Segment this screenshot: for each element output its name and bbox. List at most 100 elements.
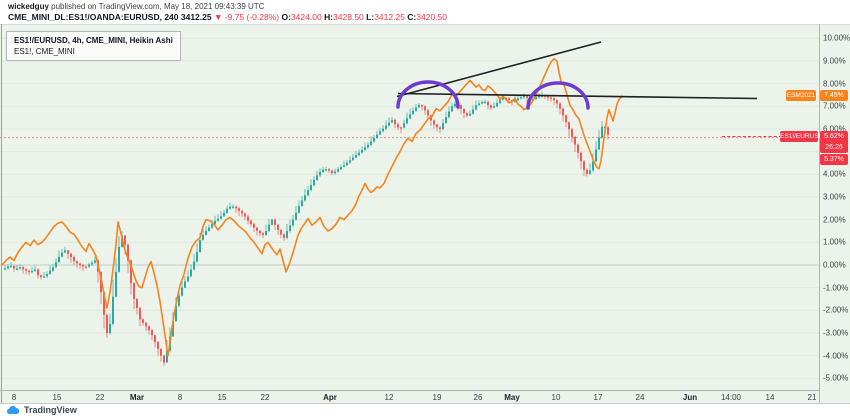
candle-body <box>424 106 426 111</box>
time-tick-Apr: Apr <box>323 393 337 402</box>
candle-body <box>13 265 15 269</box>
candle-body <box>499 99 501 103</box>
time-tick-24: 24 <box>635 393 645 402</box>
price-tick--1.00%: -1.00% <box>823 283 849 293</box>
compare-symbol-label[interactable]: ESM2021 <box>786 90 816 101</box>
candle-body <box>142 319 144 323</box>
candle-body <box>304 195 306 201</box>
candle-body <box>547 96 549 98</box>
candle-body <box>553 98 555 101</box>
legend-compare-series[interactable]: ES1!, CME_MINI <box>14 47 75 56</box>
candle-body <box>283 234 285 238</box>
candle-body <box>220 216 222 219</box>
candle-body <box>115 271 117 297</box>
candle-body <box>190 269 192 277</box>
candle-body <box>301 200 303 207</box>
candle-body <box>76 261 78 264</box>
candle-body <box>487 101 489 106</box>
candle-body <box>559 103 561 109</box>
price-tick-2.00%: 2.00% <box>823 215 846 225</box>
price-tick-9.00%: 9.00% <box>823 56 846 66</box>
candle-body <box>514 100 516 102</box>
main-symbol-label[interactable]: ES1!/EURUSD <box>780 131 824 142</box>
candle-body <box>298 206 300 213</box>
footer-bar: TradingView <box>0 404 850 418</box>
time-axis-separator <box>0 390 820 391</box>
price-tick-6.00%: 6.00% <box>823 124 846 134</box>
candle-body <box>52 267 54 271</box>
plot-svg[interactable] <box>0 24 820 390</box>
candle-body <box>316 175 318 181</box>
tradingview-logo[interactable]: TradingView <box>6 405 77 415</box>
candle-body <box>256 227 258 231</box>
candle-body <box>217 218 219 221</box>
candle-body <box>583 161 585 170</box>
main-value: 5.62% <box>824 133 844 140</box>
price-tick--5.00%: -5.00% <box>823 373 849 383</box>
chart-area[interactable]: ES1!/EURUSD, 4h, CME_MINI, Heikin Ashi E… <box>0 24 850 404</box>
candle-body <box>265 231 267 235</box>
candle-body <box>535 97 537 99</box>
candle-body <box>7 266 9 269</box>
time-tick-14:00: 14:00 <box>720 393 742 402</box>
legend-main-series[interactable]: ES1!/EURUSD, 4h, CME_MINI, Heikin Ashi <box>14 36 173 45</box>
candle-body <box>238 208 240 211</box>
candle-body <box>295 212 297 220</box>
candle-body <box>280 229 282 235</box>
candle-body <box>526 96 528 98</box>
candle-body <box>241 210 243 214</box>
candle-body <box>523 96 525 98</box>
candle-body <box>286 231 288 238</box>
candle-body <box>46 274 48 277</box>
chart-left-border <box>1 24 2 404</box>
time-tick-21: 21 <box>807 393 817 402</box>
candle-body <box>133 283 135 299</box>
candle-body <box>88 264 90 267</box>
candle-body <box>103 292 105 315</box>
candle-body <box>151 330 153 336</box>
candle-body <box>253 224 255 228</box>
candle-body <box>4 268 6 270</box>
candle-body <box>358 152 360 156</box>
candle-body <box>184 281 186 288</box>
time-tick-15: 15 <box>52 393 62 402</box>
time-tick-22: 22 <box>260 393 270 402</box>
candle-body <box>259 230 261 234</box>
candle-body <box>580 152 582 162</box>
candle-body <box>376 134 378 139</box>
candle-body <box>22 267 24 270</box>
high-value: 3428.50 <box>333 12 364 22</box>
candle-body <box>571 129 573 137</box>
tradingview-cloud-icon <box>7 406 20 414</box>
candle-body <box>538 95 540 98</box>
candle-body <box>196 251 198 262</box>
real-price-value-label: 5.37% <box>820 154 848 165</box>
candle-body <box>130 260 132 284</box>
candle-body <box>433 120 435 125</box>
candle-body <box>550 97 552 99</box>
candle-body <box>49 270 51 275</box>
candle-body <box>502 97 504 100</box>
candle-body <box>442 123 444 130</box>
time-tick-May: May <box>504 393 520 402</box>
candle-body <box>517 98 519 101</box>
candle-body <box>361 149 363 153</box>
close-value: 3420.50 <box>416 12 448 22</box>
candle-body <box>289 225 291 232</box>
candle-body <box>589 170 591 175</box>
legend-box[interactable]: ES1!/EURUSD, 4h, CME_MINI, Heikin Ashi E… <box>6 31 181 61</box>
time-tick-10: 10 <box>551 393 561 402</box>
candle-body <box>595 149 597 162</box>
price-tick-7.00%: 7.00% <box>823 101 846 111</box>
candle-body <box>67 250 69 254</box>
candle-body <box>28 270 30 273</box>
candle-body <box>574 136 576 145</box>
time-tick-15: 15 <box>217 393 227 402</box>
price-tick-4.00%: 4.00% <box>823 169 846 179</box>
time-tick-12: 12 <box>384 393 394 402</box>
candle-body <box>322 169 324 173</box>
time-tick-8: 8 <box>11 393 17 402</box>
price-axis-separator <box>819 24 820 404</box>
candle-body <box>139 308 141 320</box>
